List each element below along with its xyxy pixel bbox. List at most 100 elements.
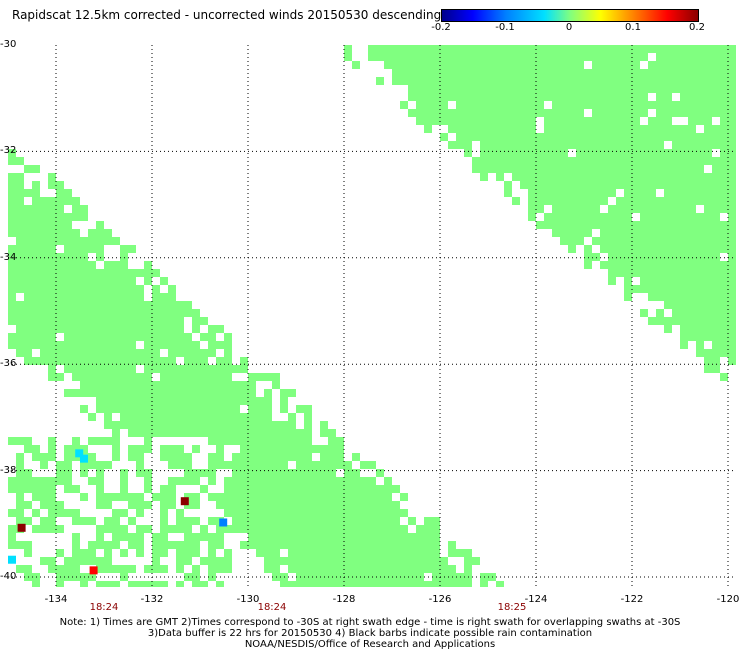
swath-cell [104,309,112,317]
swath-cell [184,397,192,405]
swath-cell [16,541,24,549]
swath-cell [696,277,704,285]
swath-cell [72,229,80,237]
swath-cell [120,285,128,293]
swath-cell [664,229,672,237]
swath-cell [576,53,584,61]
swath-cell [448,565,456,573]
swath-cell [400,77,408,85]
swath-cell [136,269,144,277]
swath-cell [176,581,184,587]
swath-cell [144,365,152,373]
swath-cell [8,157,16,165]
swath-cell [480,117,488,125]
swath-cell [712,45,720,53]
swath-cell [96,245,104,253]
swath-cell [256,541,264,549]
swath-cell [256,445,264,453]
swath-cell [128,365,136,373]
lon-tick-label: -126 [428,594,452,605]
swath-cell [80,365,88,373]
swath-cell [232,397,240,405]
swath-cell [336,557,344,565]
swath-cell [632,61,640,69]
swath-cell [552,189,560,197]
swath-cell [16,229,24,237]
swath-cell [600,69,608,77]
swath-cell [368,461,376,469]
swath-cell [24,517,32,525]
swath-cell [240,365,248,373]
swath-cell [240,501,248,509]
swath-cell [344,549,352,557]
swath-cell [296,549,304,557]
swath-cell [696,221,704,229]
swath-cell [696,133,704,141]
swath-cell [688,309,696,317]
swath-cell [600,157,608,165]
swath-cell [256,533,264,541]
swath-cell [16,509,24,517]
swath-cell [488,133,496,141]
swath-cell [296,429,304,437]
swath-cell [16,453,24,461]
swath-cell [704,357,712,365]
swath-cell [128,397,136,405]
swath-cell [592,85,600,93]
swath-cell [512,93,520,101]
swath-cell [352,541,360,549]
swath-cell [176,373,184,381]
swath-cell [152,541,160,549]
swath-cell [248,525,256,533]
swath-cell [88,261,96,269]
swath-cell [200,317,208,325]
swath-cell [616,77,624,85]
swath-cell [512,109,520,117]
swath-cell [696,197,704,205]
swath-cell [136,325,144,333]
swath-cell [8,309,16,317]
swath-cell [552,101,560,109]
swath-cell [280,485,288,493]
swath-cell [128,285,136,293]
swath-cell [248,373,256,381]
swath-cell [712,141,720,149]
swath-cell [264,461,272,469]
swath-cell [272,477,280,485]
swath-cell [640,173,648,181]
swath-cell [576,221,584,229]
swath-cell [640,205,648,213]
swath-cell [160,301,168,309]
swath-cell [648,101,656,109]
swath-cell [32,309,40,317]
swath-cell [128,565,136,573]
swath-cell [96,525,104,533]
swath-cell [240,493,248,501]
swath-cell [480,45,488,53]
swath-cell [240,429,248,437]
swath-cell [464,149,472,157]
swath-cell [224,429,232,437]
swath-cell [720,189,728,197]
swath-cell [496,157,504,165]
swath-cell [328,549,336,557]
swath-cell [568,229,576,237]
swath-cell [424,541,432,549]
swath-cell [336,541,344,549]
swath-cell [392,485,400,493]
swath-cell [24,309,32,317]
swath-cell [232,485,240,493]
swath-cell [312,477,320,485]
swath-cell [312,509,320,517]
swath-cell [240,437,248,445]
swath-cell [712,85,720,93]
swath-cell [688,213,696,221]
swath-cell [432,61,440,69]
swath-cell [728,333,736,341]
swath-cell [64,557,72,565]
swath-cell [160,317,168,325]
swath-cell [584,221,592,229]
swath-cell [80,389,88,397]
swath-cell [648,149,656,157]
swath-cell [712,253,720,261]
